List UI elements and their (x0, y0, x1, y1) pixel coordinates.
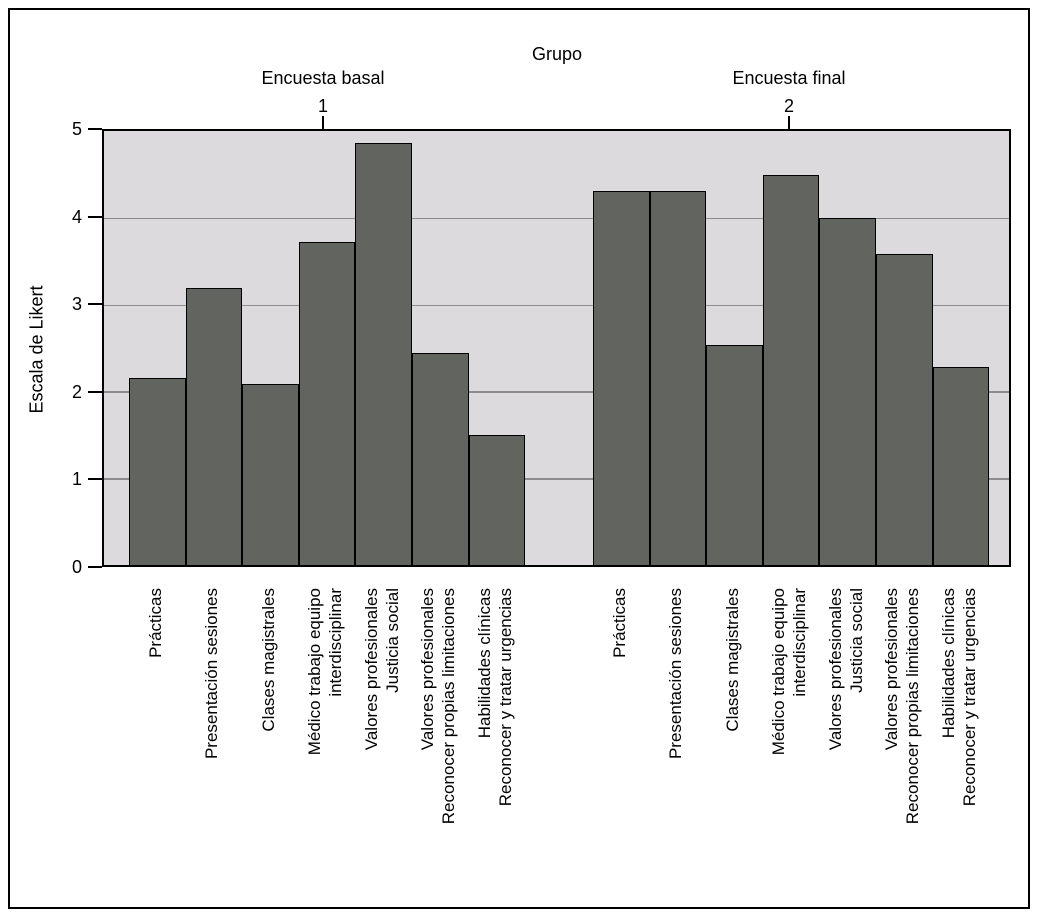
x-category-label: Prácticas (145, 588, 165, 658)
y-axis-tick (88, 478, 102, 481)
bar (706, 345, 763, 565)
bar (412, 353, 469, 565)
bar (819, 217, 876, 565)
y-axis-tick (88, 390, 102, 393)
group-1-label: Encuesta basal (261, 68, 385, 88)
y-axis-tick (88, 566, 102, 568)
bar (762, 175, 820, 565)
gridline (104, 304, 1009, 306)
x-category-label: Presentación sesiones (202, 588, 222, 760)
bar (129, 377, 186, 565)
bar (242, 383, 299, 565)
y-axis-tick (88, 215, 102, 218)
x-category-label: Habilidades clínicas Reconocer y tratar … (474, 588, 515, 807)
group-1-tick (322, 116, 324, 129)
x-category-label: Médico trabajo equipo interdisciplinar (769, 588, 810, 756)
x-category-label: Habilidades clínicas Reconocer y tratar … (938, 588, 979, 807)
bar (298, 242, 356, 565)
group-2-number: 2 (783, 96, 795, 116)
y-tick-label: 2 (71, 381, 82, 402)
group-2-label: Encuesta final (732, 68, 846, 88)
y-tick-label: 1 (71, 469, 82, 490)
x-category-label: Valores profesionales Justicia social (361, 588, 402, 751)
y-axis-tick (88, 303, 102, 306)
bar (876, 254, 933, 565)
x-category-label: Clases magistrales (259, 588, 278, 732)
chart-title: Grupo (531, 44, 583, 64)
x-category-label: Presentación sesiones (666, 588, 686, 760)
x-category-label: Médico trabajo equipo interdisciplinar (305, 588, 346, 756)
bar (355, 143, 412, 565)
plot-area (102, 129, 1011, 567)
x-axis-labels: Prácticas Presentación sesiones Clases mag… (102, 568, 1011, 903)
bar (593, 190, 650, 565)
gridline (104, 217, 1009, 220)
gridline (104, 478, 1009, 480)
y-tick-label: 3 (71, 294, 82, 315)
y-tick-label: 4 (71, 206, 82, 227)
bar (649, 190, 707, 565)
bar (468, 434, 526, 565)
x-category-label: Valores profesionales Reconocer propias … (418, 588, 459, 825)
group-1-number: 1 (317, 96, 329, 116)
bar (185, 288, 243, 565)
group-2-tick (788, 116, 790, 129)
gridline (104, 391, 1009, 393)
x-category-label: Prácticas (609, 588, 629, 658)
bar (932, 367, 990, 565)
y-tick-label: 5 (71, 119, 82, 139)
x-category-label: Valores profesionales Reconocer propias … (882, 588, 923, 825)
y-tick-label: 0 (71, 557, 82, 577)
x-category-label: Clases magistrales (723, 588, 742, 732)
x-category-label: Valores profesionales Justicia social (825, 588, 866, 751)
y-axis-tick (88, 128, 102, 130)
